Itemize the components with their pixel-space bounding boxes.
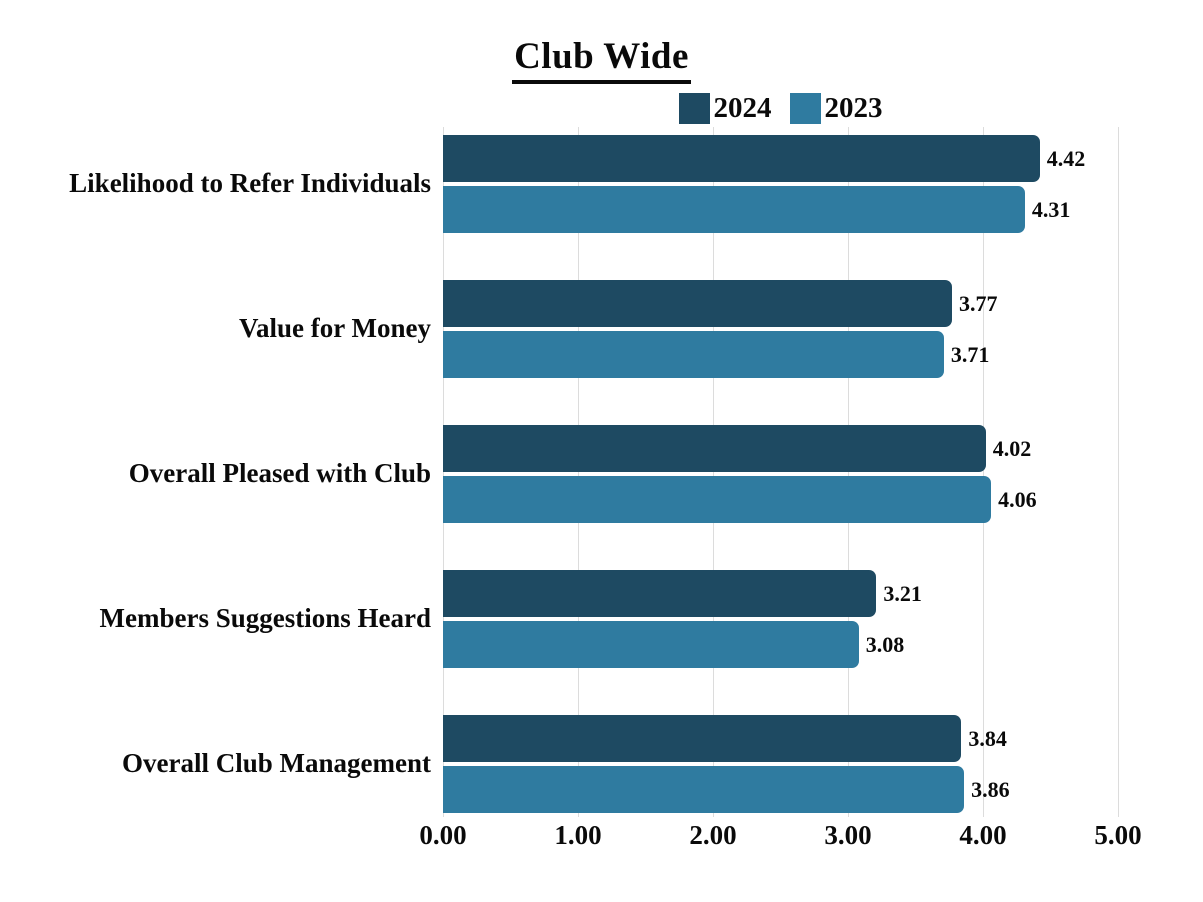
gridline-2.00 — [713, 127, 714, 817]
gridline-3.00 — [848, 127, 849, 817]
bar-value-label-2023-4: 3.86 — [971, 776, 1010, 802]
bar-2023-1 — [443, 331, 944, 378]
plot-area: 4.42 4.31 3.77 3.71 4.02 4.06 3.21 3.08 3.84 3.86 — [443, 127, 1119, 817]
legend: 2024 2023 — [443, 93, 1118, 124]
bar-value-label-2024-1: 3.77 — [958, 290, 998, 316]
bar-row-2023-4: 3.86 — [443, 766, 1118, 813]
x-axis: 0.00 1.00 2.00 3.00 4.00 5.00 — [419, 820, 1141, 854]
bar-row-2023-0: 4.31 — [443, 186, 1118, 233]
bar-value-label-2023-3: 3.08 — [865, 631, 905, 657]
gridline-0.00 — [443, 127, 444, 817]
legend-item-2023: 2023 — [789, 92, 883, 124]
bar-row-2023-1: 3.71 — [443, 331, 1118, 378]
bar-value-label-2024-0: 4.42 — [1046, 145, 1086, 171]
x-tick-label-0.00: 0.00 — [419, 820, 467, 850]
bar-2024-3 — [443, 570, 877, 617]
bar-group-1: 3.77 3.71 — [443, 280, 1118, 378]
bar-value-label-2024-3: 3.21 — [883, 580, 922, 606]
bar-2023-0 — [443, 186, 1025, 233]
category-label-3: Members Suggestions Heard — [99, 603, 431, 634]
category-label-4: Overall Club Management — [122, 748, 431, 779]
chart-title: Club Wide — [512, 37, 691, 84]
x-tick-label-4.00: 4.00 — [959, 820, 1007, 850]
bar-group-3: 3.21 3.08 — [443, 570, 1118, 668]
gridline-1.00 — [578, 127, 579, 817]
bar-value-label-2024-4: 3.84 — [968, 725, 1007, 751]
bar-row-2024-0: 4.42 — [443, 135, 1118, 182]
bar-group-0: 4.42 4.31 — [443, 135, 1118, 233]
category-label-2: Overall Pleased with Club — [128, 458, 431, 489]
legend-label-2024: 2024 — [713, 92, 772, 124]
bar-group-2: 4.02 4.06 — [443, 425, 1118, 523]
bar-row-2024-3: 3.21 — [443, 570, 1118, 617]
bar-2023-2 — [443, 476, 992, 523]
x-tick-label-3.00: 3.00 — [824, 820, 872, 850]
bar-2024-2 — [443, 425, 986, 472]
bar-group-4: 3.84 3.86 — [443, 715, 1118, 813]
bar-value-label-2023-2: 4.06 — [998, 486, 1037, 512]
bars-layer: 4.42 4.31 3.77 3.71 4.02 4.06 3.21 3.08 3.84 3.86 — [443, 135, 1118, 825]
category-labels: Likelihood to Refer Individuals Value for… — [0, 135, 431, 860]
bar-2023-4 — [443, 766, 965, 813]
bar-2023-3 — [443, 621, 859, 668]
category-label-1: Value for Money — [239, 313, 431, 344]
title-container: Club Wide — [0, 37, 1203, 84]
gridline-5.00 — [1118, 127, 1119, 817]
legend-swatch-2024 — [678, 93, 710, 124]
bar-value-label-2024-2: 4.02 — [992, 435, 1032, 461]
bar-2024-4 — [443, 715, 962, 762]
legend-item-2024: 2024 — [678, 92, 772, 124]
bar-2024-0 — [443, 135, 1040, 182]
x-tick-label-5.00: 5.00 — [1094, 820, 1142, 850]
bar-row-2023-2: 4.06 — [443, 476, 1118, 523]
legend-label-2023: 2023 — [824, 92, 883, 124]
x-tick-label-1.00: 1.00 — [554, 820, 602, 850]
legend-swatch-2023 — [789, 93, 821, 124]
x-tick-label-2.00: 2.00 — [689, 820, 737, 850]
bar-row-2024-2: 4.02 — [443, 425, 1118, 472]
bar-row-2024-4: 3.84 — [443, 715, 1118, 762]
bar-2024-1 — [443, 280, 952, 327]
category-label-0: Likelihood to Refer Individuals — [69, 168, 431, 199]
bar-value-label-2023-1: 3.71 — [950, 341, 990, 367]
bar-value-label-2023-0: 4.31 — [1031, 196, 1071, 222]
gridline-4.00 — [983, 127, 984, 817]
bar-row-2024-1: 3.77 — [443, 280, 1118, 327]
bar-row-2023-3: 3.08 — [443, 621, 1118, 668]
